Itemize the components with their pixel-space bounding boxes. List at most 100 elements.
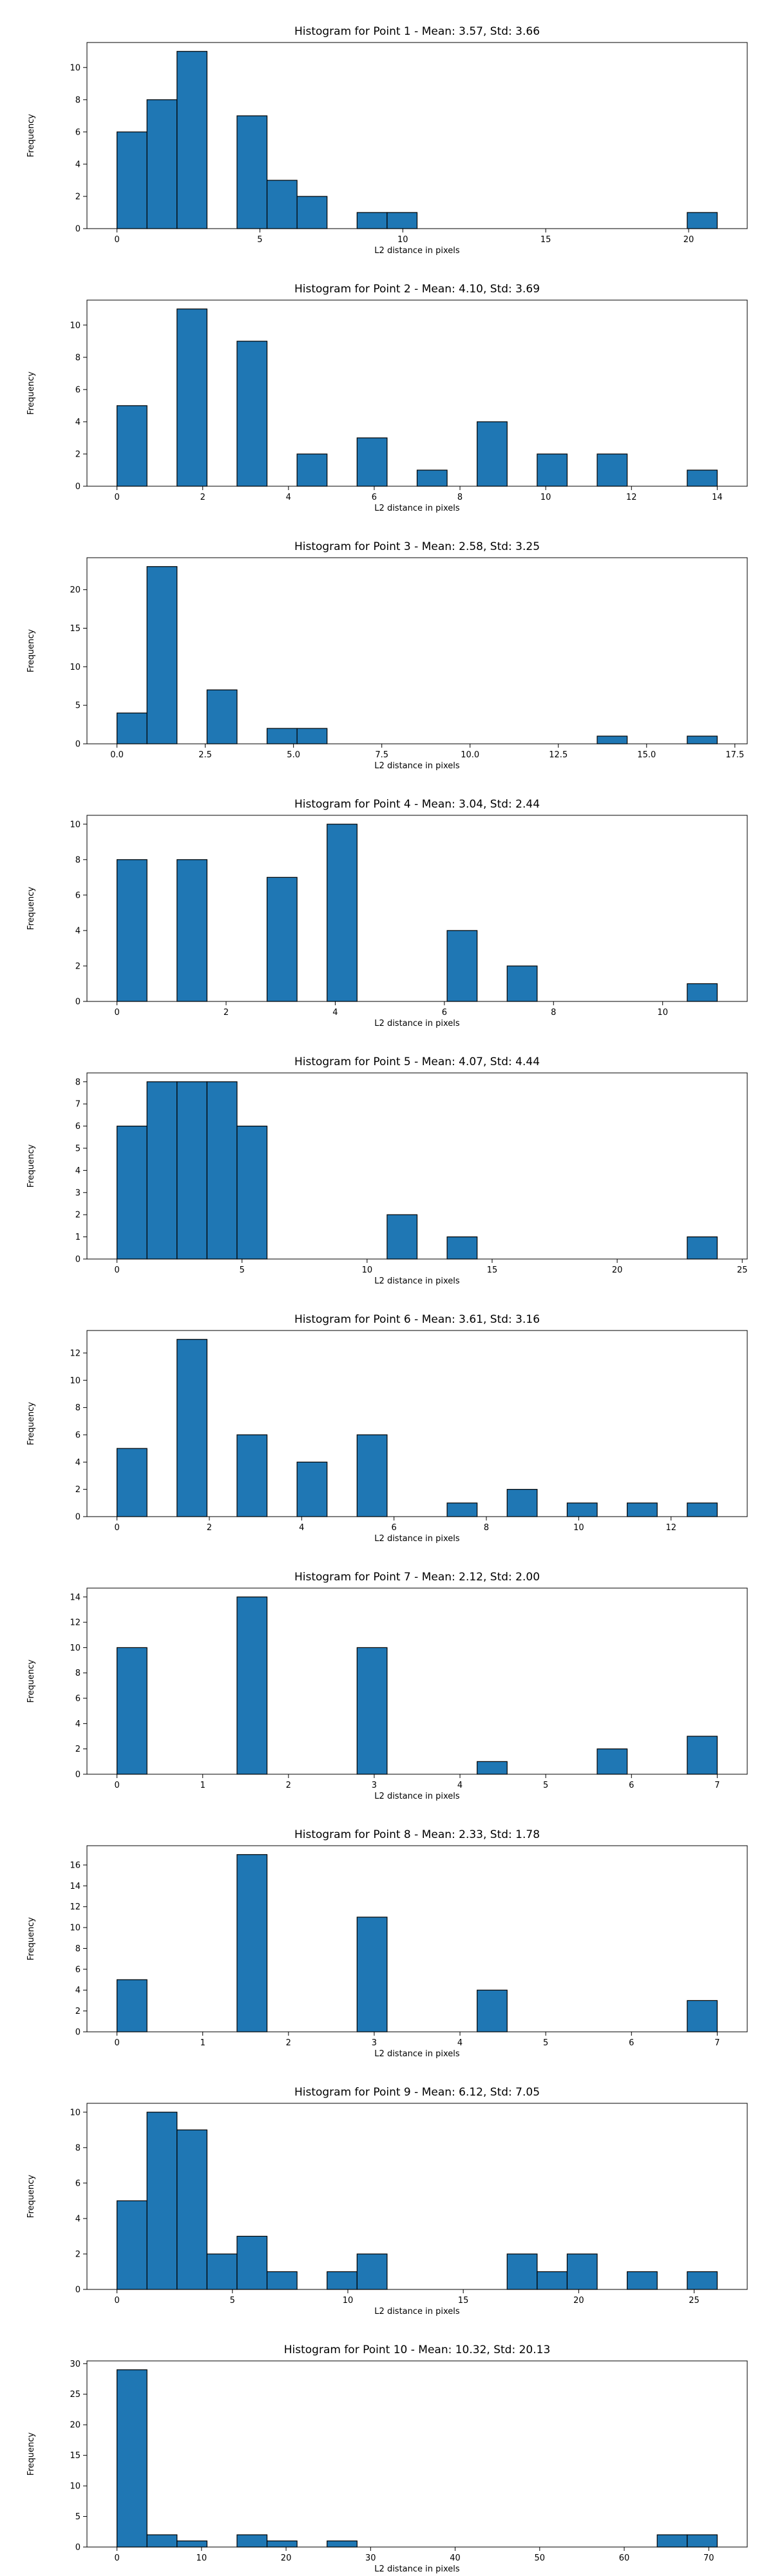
histogram-bar [506, 2253, 538, 2290]
x-tick-label: 12 [665, 1523, 676, 1533]
histogram-bar [146, 566, 178, 744]
x-tick-label: 4 [457, 2038, 463, 2048]
histogram-bar [327, 2540, 358, 2548]
x-tick-label: 15 [540, 235, 551, 245]
y-tick-label: 6 [75, 385, 81, 395]
y-tick-label: 5 [75, 2512, 81, 2522]
y-axis-label: Frequency [26, 1660, 36, 1703]
chart-title: Histogram for Point 1 - Mean: 3.57, Std:… [294, 25, 540, 38]
y-tick-label: 8 [75, 353, 81, 363]
y-axis-label: Frequency [26, 1402, 36, 1445]
x-tick-label: 6 [629, 1781, 634, 1790]
x-tick-label: 0 [114, 1265, 119, 1275]
y-tick-label: 15 [70, 624, 81, 634]
y-tick-label: 20 [70, 585, 81, 595]
histogram-chart-7: Histogram for Point 7 - Mean: 2.12, Std:… [26, 1571, 748, 1801]
x-tick-label: 0 [114, 2553, 119, 2563]
histogram-bar [236, 341, 268, 487]
histogram-bar [116, 405, 148, 487]
x-tick-label: 0 [114, 1008, 119, 1018]
histogram-bar [177, 2540, 207, 2548]
histogram-bar [446, 930, 478, 1002]
histogram-chart-1: Histogram for Point 1 - Mean: 3.57, Std:… [26, 25, 748, 256]
x-tick-label: 10 [362, 1265, 373, 1275]
x-axis-label: L2 distance in pixels [374, 1534, 460, 1544]
chart-title: Histogram for Point 6 - Mean: 3.61, Std:… [294, 1313, 540, 1326]
histogram-bar [627, 2271, 658, 2290]
y-tick-label: 2 [75, 1211, 81, 1220]
histogram-bar [477, 1761, 508, 1775]
y-tick-label: 25 [70, 2390, 81, 2400]
histogram-bar [266, 2271, 298, 2290]
x-tick-label: 0 [114, 2038, 119, 2048]
y-tick-label: 10 [70, 820, 81, 829]
x-tick-label: 20 [683, 235, 694, 245]
y-tick-label: 4 [75, 160, 81, 169]
y-tick-label: 6 [75, 891, 81, 900]
y-tick-label: 12 [70, 1349, 81, 1358]
histogram-bar [146, 2534, 178, 2548]
histogram-bar [386, 1214, 418, 1260]
histogram-bar [236, 1125, 268, 1260]
x-tick-label: 5 [543, 1781, 548, 1790]
histogram-bar [206, 2253, 238, 2290]
histogram-bar [356, 1917, 388, 2032]
y-tick-label: 6 [75, 1122, 81, 1132]
histogram-bar [177, 308, 207, 487]
x-tick-label: 0 [114, 235, 119, 245]
histogram-chart-3: Histogram for Point 3 - Mean: 2.58, Std:… [26, 540, 748, 771]
x-tick-label: 1 [200, 2038, 205, 2048]
y-tick-label: 7 [75, 1100, 81, 1110]
y-tick-label: 10 [70, 63, 81, 73]
histogram-bar [296, 453, 328, 487]
y-tick-label: 14 [70, 1593, 81, 1602]
plot-frame [86, 815, 748, 1002]
histogram-bar [116, 2369, 148, 2548]
x-tick-label: 70 [703, 2553, 714, 2563]
histogram-bar [687, 469, 718, 487]
histogram-bar [116, 712, 148, 744]
y-tick-label: 4 [75, 417, 81, 427]
histogram-bar [687, 2271, 718, 2290]
x-tick-label: 50 [535, 2553, 546, 2563]
y-tick-label: 8 [75, 95, 81, 105]
histogram-bar [566, 1502, 598, 1517]
histogram-bar [687, 2000, 718, 2032]
y-tick-label: 0 [75, 2028, 81, 2038]
histogram-bar [627, 1502, 658, 1517]
histogram-bar [477, 421, 508, 487]
x-axis-label: L2 distance in pixels [374, 1276, 460, 1286]
x-tick-label: 10 [343, 2296, 354, 2306]
x-tick-label: 10 [573, 1523, 584, 1533]
x-tick-label: 10.0 [461, 750, 479, 760]
x-tick-label: 8 [457, 493, 463, 502]
histogram-bar [356, 2253, 388, 2290]
y-axis-label: Frequency [26, 2432, 36, 2476]
histogram-bar [236, 2534, 268, 2548]
histogram-bar [177, 1081, 207, 1260]
x-tick-label: 17.5 [725, 750, 744, 760]
histogram-chart-9: Histogram for Point 9 - Mean: 6.12, Std:… [26, 2086, 748, 2316]
histogram-bar [386, 212, 418, 229]
x-tick-label: 5 [257, 235, 262, 245]
plot-frame [86, 42, 748, 229]
histogram-bar [206, 1081, 238, 1260]
x-tick-label: 15 [458, 2296, 469, 2306]
x-tick-label: 6 [442, 1008, 447, 1018]
x-tick-label: 5 [543, 2038, 548, 2048]
x-tick-label: 60 [619, 2553, 630, 2563]
y-tick-label: 0 [75, 998, 81, 1007]
histogram-bar [116, 1979, 148, 2032]
x-tick-label: 3 [372, 1781, 377, 1790]
chart-title: Histogram for Point 7 - Mean: 2.12, Std:… [294, 1571, 540, 1584]
x-tick-label: 15 [487, 1265, 498, 1275]
histogram-chart-8: Histogram for Point 8 - Mean: 2.33, Std:… [26, 1828, 748, 2059]
histogram-bar [296, 1461, 328, 1517]
histogram-bar [687, 212, 718, 229]
y-tick-label: 6 [75, 1694, 81, 1704]
histogram-bar [537, 2271, 568, 2290]
x-tick-label: 6 [372, 493, 377, 502]
histogram-bar [506, 1489, 538, 1517]
x-tick-label: 4 [457, 1781, 463, 1790]
